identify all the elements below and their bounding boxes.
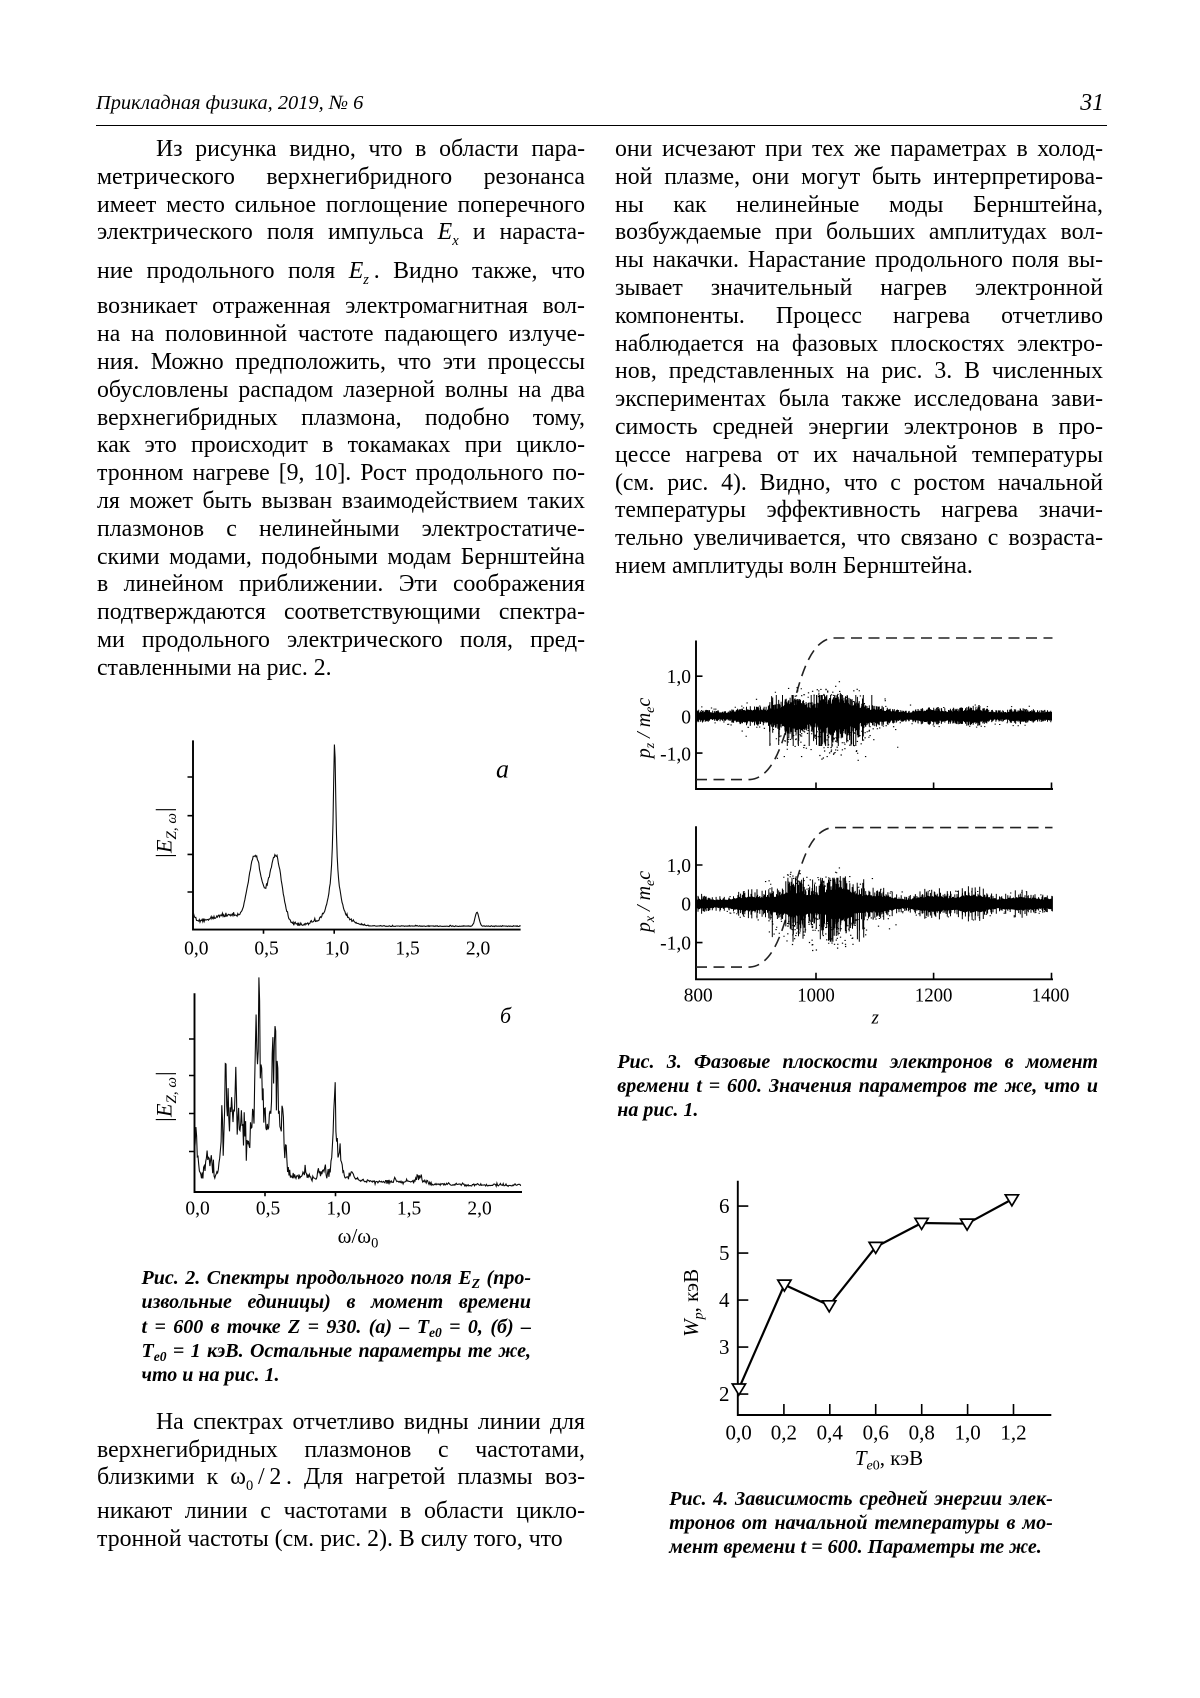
- svg-text:0,2: 0,2: [771, 1421, 797, 1445]
- svg-text:-1,0: -1,0: [660, 745, 691, 766]
- svg-text:1,0: 1,0: [326, 1199, 350, 1220]
- svg-text:6: 6: [719, 1194, 730, 1218]
- svg-text:б: б: [500, 1003, 512, 1028]
- svg-text:0,0: 0,0: [185, 1199, 209, 1220]
- svg-text:1,2: 1,2: [1000, 1421, 1026, 1445]
- svg-text:ω/ω0: ω/ω0: [338, 1224, 379, 1252]
- svg-text:0,6: 0,6: [863, 1421, 889, 1445]
- svg-text:1200: 1200: [915, 985, 953, 1007]
- svg-text:3: 3: [719, 1335, 730, 1359]
- svg-text:0,8: 0,8: [909, 1421, 935, 1445]
- svg-text:pz / mec: pz / mec: [633, 698, 658, 761]
- svg-text:px / mec: px / mec: [633, 871, 658, 934]
- svg-text:2,0: 2,0: [467, 1199, 491, 1220]
- svg-text:а: а: [496, 755, 509, 784]
- svg-text:1400: 1400: [1032, 985, 1070, 1007]
- svg-text:Te0, кэВ: Te0, кэВ: [855, 1446, 923, 1474]
- svg-text:1,0: 1,0: [954, 1421, 980, 1445]
- svg-text:1,0: 1,0: [667, 667, 691, 688]
- svg-text:0: 0: [681, 708, 691, 729]
- svg-text:-1,0: -1,0: [660, 933, 691, 954]
- svg-text:|EZ, ω|: |EZ, ω|: [152, 807, 181, 859]
- svg-text:0,5: 0,5: [254, 939, 278, 960]
- svg-text:5: 5: [719, 1241, 730, 1265]
- svg-text:0,4: 0,4: [817, 1421, 844, 1445]
- svg-text:2: 2: [719, 1382, 730, 1406]
- svg-text:1000: 1000: [797, 985, 835, 1007]
- svg-text:0: 0: [681, 895, 691, 916]
- svg-text:1,5: 1,5: [397, 1199, 421, 1220]
- svg-text:1,0: 1,0: [325, 939, 349, 960]
- svg-text:0,5: 0,5: [256, 1199, 280, 1220]
- svg-text:z: z: [870, 1008, 879, 1029]
- svg-text:|EZ, ω|: |EZ, ω|: [152, 1071, 181, 1123]
- svg-text:2,0: 2,0: [466, 939, 490, 960]
- svg-text:1,5: 1,5: [395, 939, 419, 960]
- svg-text:1,0: 1,0: [667, 856, 691, 877]
- svg-text:4: 4: [719, 1288, 730, 1312]
- svg-text:Wp, кэВ: Wp, кэВ: [679, 1269, 707, 1337]
- svg-text:800: 800: [684, 985, 713, 1007]
- svg-text:0,0: 0,0: [184, 939, 208, 960]
- svg-text:0,0: 0,0: [725, 1421, 751, 1445]
